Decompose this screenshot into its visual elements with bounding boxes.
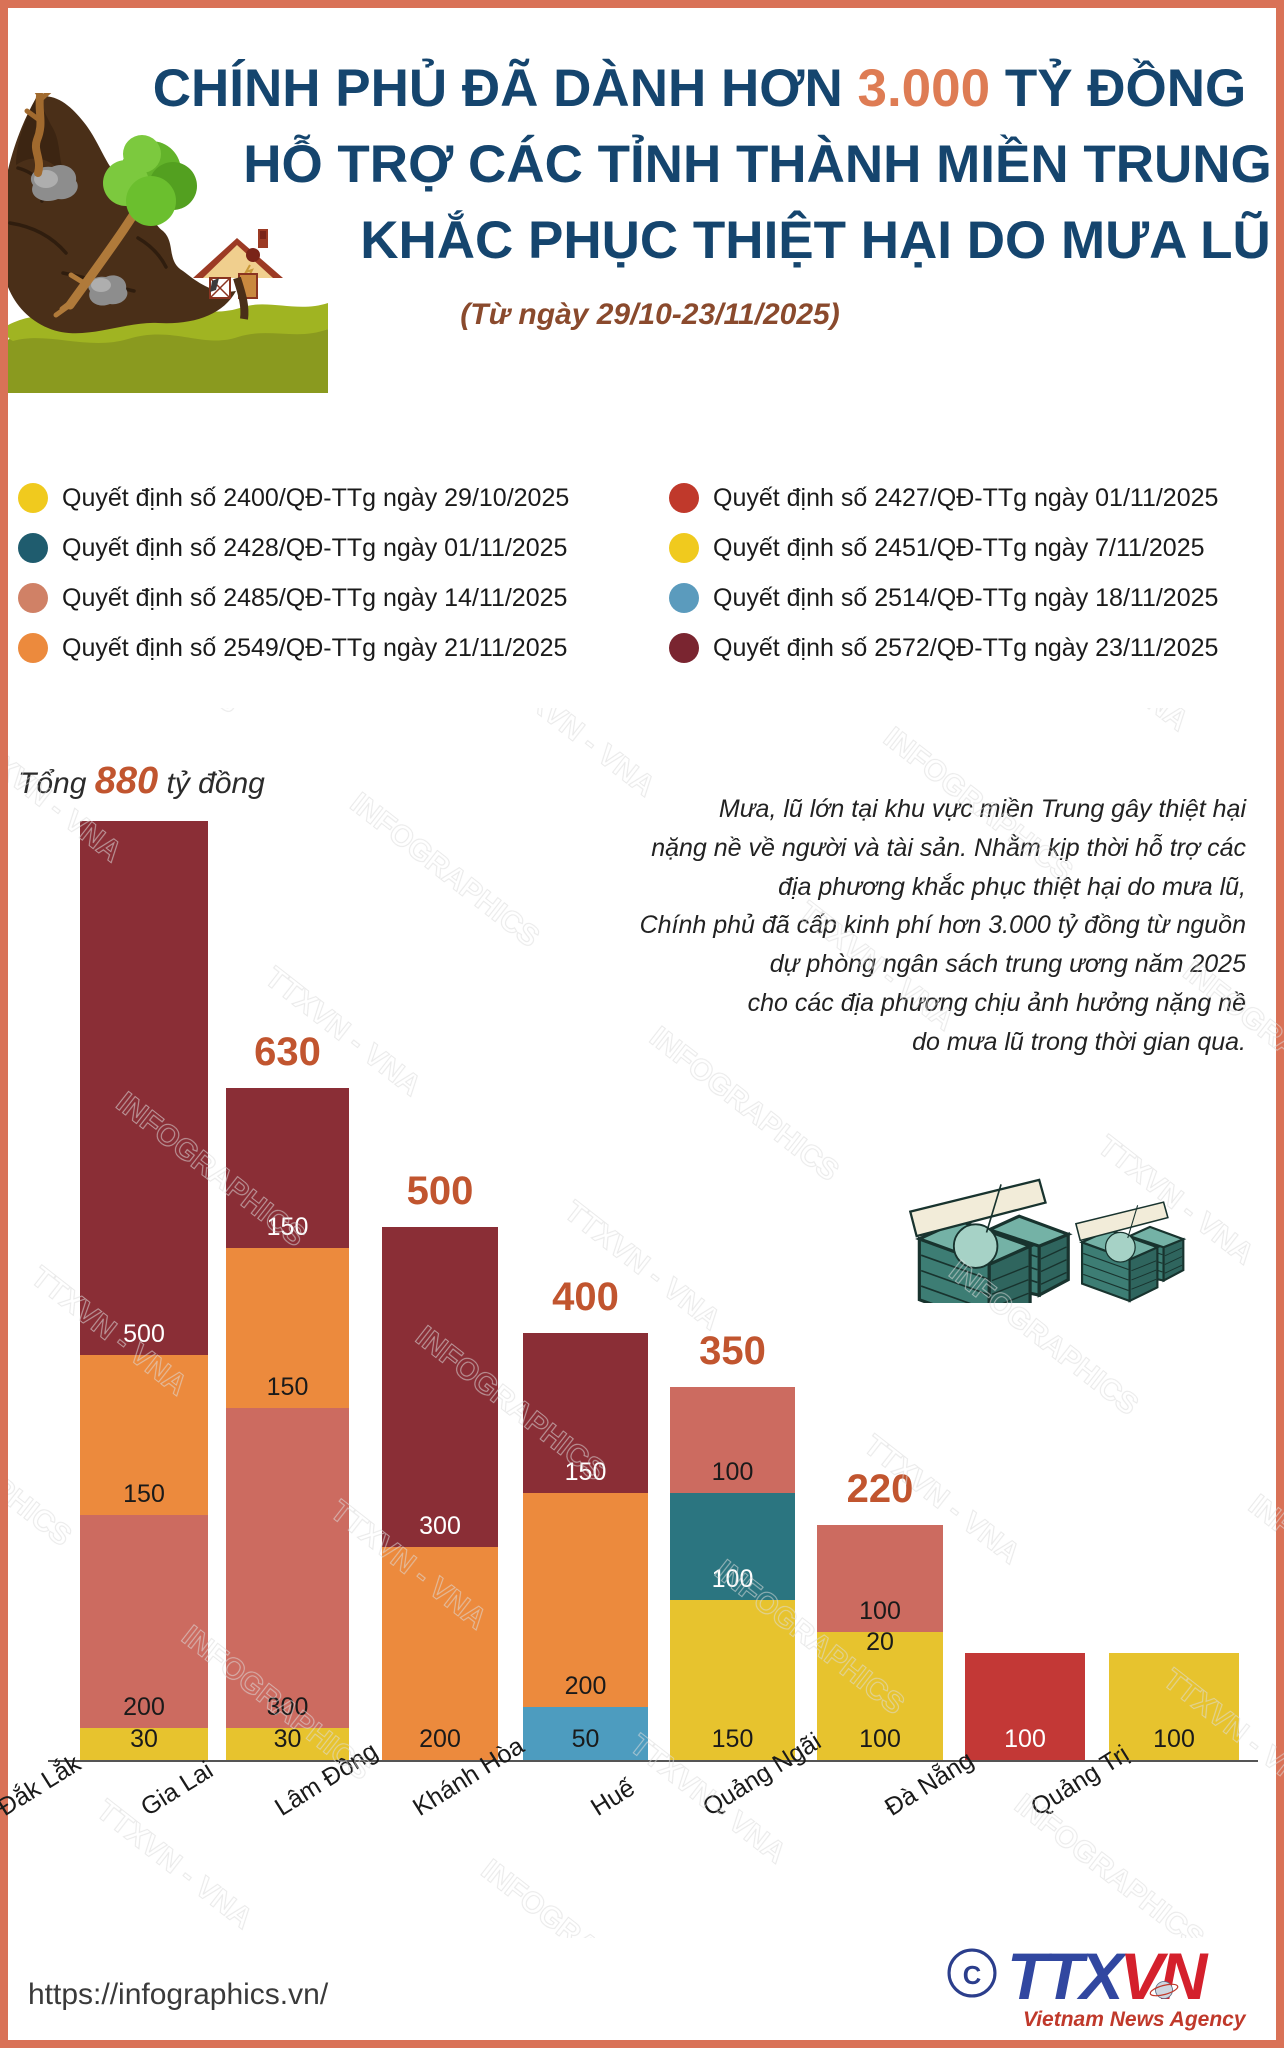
svg-text:C: C [963,1962,982,1990]
